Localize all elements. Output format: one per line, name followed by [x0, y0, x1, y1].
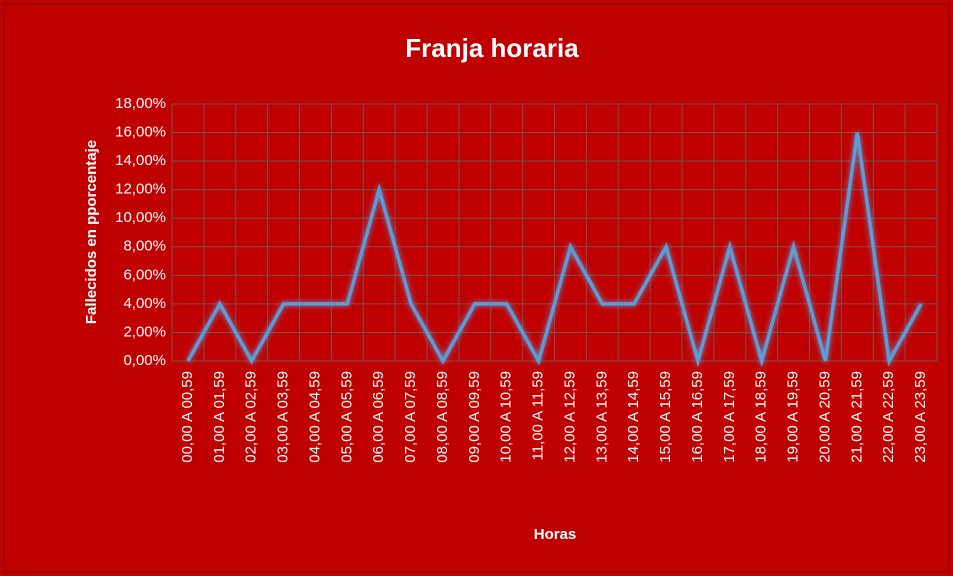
y-tick-label: 2,00%: [123, 323, 166, 340]
y-tick-label: 8,00%: [123, 238, 166, 255]
x-tick-label: 19,00 A 19,59: [785, 371, 802, 463]
line: [186, 132, 923, 368]
x-tick-label: 05,00 A 05,59: [338, 371, 355, 463]
x-axis-label: Horas: [534, 526, 577, 543]
y-tick-label: 4,00%: [123, 295, 166, 312]
y-tick-label: 10,00%: [115, 209, 166, 226]
x-tick-label: 03,00 A 03,59: [275, 371, 292, 463]
y-tick-label: 0,00%: [123, 352, 166, 369]
x-tick-label: 07,00 A 07,59: [402, 371, 419, 463]
x-tick-label: 13,00 A 13,59: [593, 371, 610, 463]
x-tick-label: 16,00 A 16,59: [689, 371, 706, 463]
x-tick-label: 08,00 A 08,59: [434, 371, 451, 463]
x-tick-label: 18,00 A 18,59: [753, 371, 770, 463]
x-tick-label: 22,00 A 22,59: [880, 371, 897, 463]
y-tick-label: 18,00%: [115, 95, 166, 112]
x-tick-label: 11,00 A 11,59: [530, 371, 547, 461]
x-tick-label: 10,00 A 10,59: [498, 371, 515, 463]
x-tick-label: 02,00 A 02,59: [243, 371, 260, 463]
x-tick-label: 20,00 A 20,59: [816, 371, 833, 463]
x-tick-label: 12,00 A 12,59: [561, 371, 578, 463]
frame: [3, 3, 950, 573]
x-tick-label: 14,00 A 14,59: [625, 371, 642, 463]
x-tick-label: 00,00 A 00,59: [179, 371, 196, 463]
x-tick-label: 15,00 A 15,59: [657, 371, 674, 463]
y-tick-label: 16,00%: [115, 124, 166, 141]
x-tick-label: 23,00 A 23,59: [912, 371, 929, 463]
x-tick-label: 04,00 A 04,59: [306, 371, 323, 463]
y-tick-label: 12,00%: [115, 181, 166, 198]
chart-title: Franja horaria: [405, 33, 579, 63]
x-tick-label: 21,00 A 21,59: [848, 371, 865, 463]
x-tick-label: 09,00 A 09,59: [466, 371, 483, 463]
y-axis-label: Fallecidos en pporcentaje: [83, 140, 100, 324]
y-tick-label: 14,00%: [115, 152, 166, 169]
y-tick-label: 6,00%: [123, 266, 166, 283]
x-tick-label: 17,00 A 17,59: [721, 371, 738, 463]
x-tick-label: 01,00 A 01,59: [211, 371, 228, 463]
x-tick-label: 06,00 A 06,59: [370, 371, 387, 463]
